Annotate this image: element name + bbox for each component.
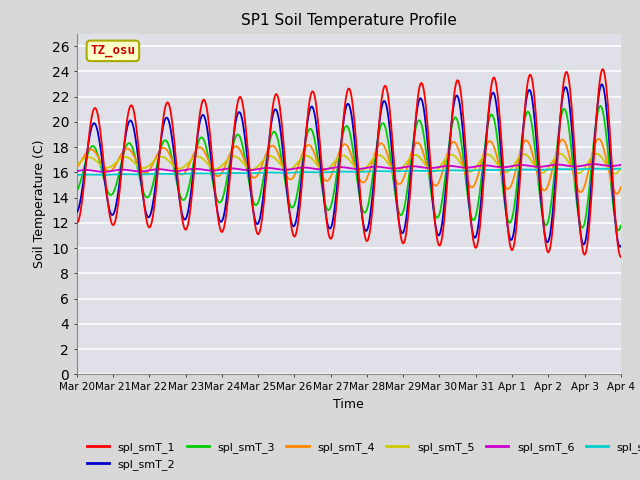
spl_smT_4 — [83, 149, 90, 155]
spl_smT_1 — [599, 66, 607, 72]
spl_smT_5 — [223, 158, 230, 164]
Y-axis label: Soil Temperature (C): Soil Temperature (C) — [33, 140, 46, 268]
spl_smT_6 — [83, 167, 90, 173]
spl_smT_4 — [431, 182, 438, 188]
spl_smT_5 — [431, 168, 438, 174]
spl_smT_5 — [593, 151, 600, 156]
Text: TZ_osu: TZ_osu — [90, 44, 136, 58]
spl_smT_3 — [139, 187, 147, 192]
spl_smT_7 — [139, 171, 147, 177]
spl_smT_4 — [595, 136, 603, 142]
Line: spl_smT_7: spl_smT_7 — [77, 168, 621, 175]
Title: SP1 Soil Temperature Profile: SP1 Soil Temperature Profile — [241, 13, 457, 28]
spl_smT_4 — [613, 191, 621, 197]
spl_smT_1 — [73, 220, 81, 226]
spl_smT_5 — [83, 155, 90, 160]
spl_smT_7 — [415, 168, 422, 174]
spl_smT_3 — [83, 155, 90, 161]
spl_smT_5 — [139, 165, 147, 171]
spl_smT_6 — [140, 168, 147, 174]
Legend: spl_smT_1, spl_smT_2, spl_smT_3, spl_smT_4, spl_smT_5, spl_smT_6, spl_smT_7: spl_smT_1, spl_smT_2, spl_smT_3, spl_smT… — [83, 438, 640, 474]
spl_smT_5 — [617, 166, 625, 171]
spl_smT_2 — [617, 243, 625, 249]
Line: spl_smT_3: spl_smT_3 — [77, 106, 621, 230]
spl_smT_2 — [415, 98, 422, 104]
spl_smT_4 — [415, 141, 422, 146]
spl_smT_1 — [431, 216, 438, 222]
Line: spl_smT_6: spl_smT_6 — [77, 164, 621, 172]
Line: spl_smT_1: spl_smT_1 — [77, 69, 621, 257]
spl_smT_6 — [416, 164, 424, 170]
spl_smT_6 — [431, 165, 439, 170]
X-axis label: Time: Time — [333, 397, 364, 410]
spl_smT_4 — [617, 184, 625, 190]
spl_smT_7 — [73, 172, 81, 178]
spl_smT_2 — [598, 82, 605, 87]
spl_smT_6 — [99, 169, 107, 175]
spl_smT_6 — [73, 168, 81, 174]
spl_smT_2 — [223, 195, 230, 201]
spl_smT_2 — [194, 131, 202, 137]
spl_smT_6 — [195, 166, 202, 172]
spl_smT_4 — [194, 145, 202, 151]
spl_smT_7 — [194, 170, 202, 176]
spl_smT_4 — [139, 168, 147, 174]
spl_smT_1 — [83, 156, 90, 161]
spl_smT_3 — [194, 141, 202, 146]
spl_smT_7 — [617, 166, 625, 171]
spl_smT_1 — [223, 208, 230, 214]
spl_smT_5 — [73, 162, 81, 168]
spl_smT_7 — [83, 172, 90, 178]
spl_smT_6 — [223, 166, 231, 171]
spl_smT_3 — [596, 103, 604, 109]
spl_smT_3 — [431, 210, 438, 216]
spl_smT_4 — [73, 165, 81, 170]
spl_smT_2 — [139, 191, 147, 197]
spl_smT_5 — [415, 154, 422, 159]
spl_smT_2 — [616, 244, 624, 250]
spl_smT_2 — [73, 209, 81, 215]
spl_smT_5 — [194, 154, 202, 159]
spl_smT_7 — [223, 170, 230, 176]
spl_smT_3 — [614, 228, 622, 233]
spl_smT_3 — [617, 223, 625, 228]
Line: spl_smT_2: spl_smT_2 — [77, 84, 621, 247]
spl_smT_4 — [223, 159, 230, 165]
spl_smT_7 — [431, 168, 438, 174]
Line: spl_smT_5: spl_smT_5 — [77, 154, 621, 174]
spl_smT_3 — [73, 188, 81, 194]
Line: spl_smT_4: spl_smT_4 — [77, 139, 621, 194]
spl_smT_1 — [139, 187, 147, 193]
spl_smT_6 — [591, 161, 598, 167]
spl_smT_2 — [431, 217, 438, 223]
spl_smT_1 — [194, 128, 202, 134]
spl_smT_5 — [611, 171, 619, 177]
spl_smT_6 — [617, 162, 625, 168]
spl_smT_1 — [617, 254, 625, 260]
spl_smT_2 — [83, 153, 90, 159]
spl_smT_1 — [415, 88, 422, 94]
spl_smT_3 — [415, 118, 422, 123]
spl_smT_3 — [223, 178, 230, 184]
